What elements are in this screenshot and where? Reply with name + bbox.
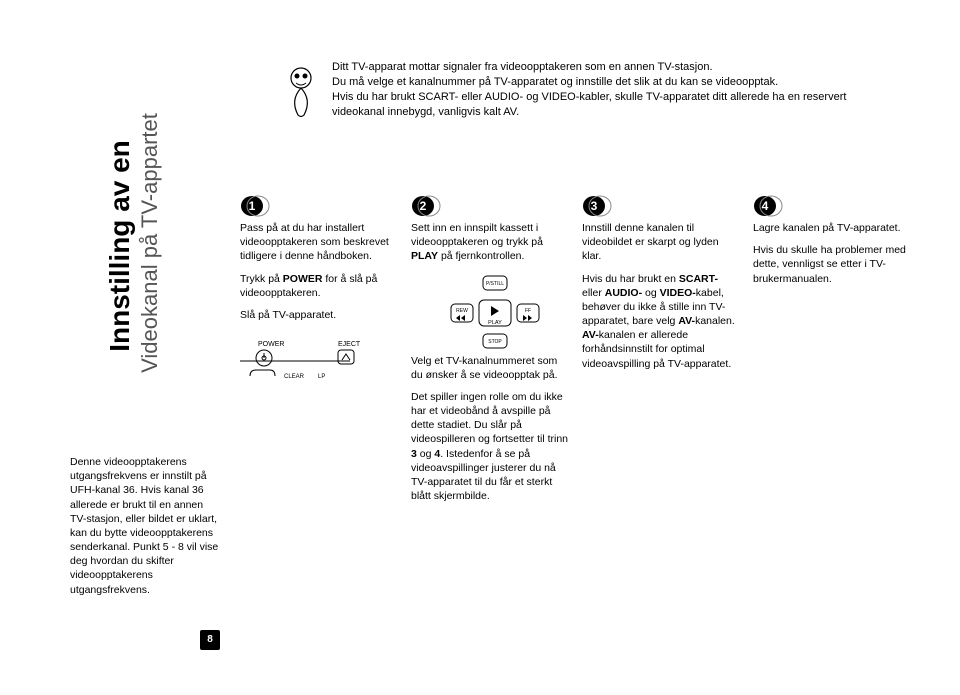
step1-para1: Pass på at du har installert videoopptak… xyxy=(240,221,397,264)
intro-text: Ditt TV-apparat mottar signaler fra vide… xyxy=(332,60,900,125)
section-title: Innstilling av en xyxy=(104,66,136,426)
step-badge-1: 1 xyxy=(240,195,264,213)
step1-para3: Slå på TV-apparatet. xyxy=(240,308,397,322)
step1-para2: Trykk på POWER for å slå på videoopptake… xyxy=(240,272,397,300)
manual-page: Innstilling av en Videokanal på TV-appar… xyxy=(70,60,910,650)
step-badge-3: 3 xyxy=(582,195,606,213)
svg-text:POWER: POWER xyxy=(258,341,284,348)
step-badge-2: 2 xyxy=(411,195,435,213)
svg-text:1: 1 xyxy=(249,199,256,213)
step2-para3: Det spiller ingen rolle om du ikke har e… xyxy=(411,390,568,503)
remote-dpad-icon: P/STILL REW PLAY FF STOP xyxy=(445,274,535,344)
step3-para2: Hvis du har brukt en SCART- eller AUDIO-… xyxy=(582,272,739,371)
svg-text:4: 4 xyxy=(762,199,769,213)
step-3: 3 Innstill denne kanalen til videobildet… xyxy=(582,195,739,511)
steps-row: 1 Pass på at du har installert videooppt… xyxy=(240,195,910,511)
svg-text:P/STILL: P/STILL xyxy=(485,281,503,287)
intro-line-1: Ditt TV-apparat mottar signaler fra vide… xyxy=(332,60,900,75)
intro-line-3: Hvis du har brukt SCART- eller AUDIO- og… xyxy=(332,90,900,120)
left-description: Denne videoopptakerens utgangsfrekvens e… xyxy=(70,455,220,597)
intro-line-2: Du må velge et kanalnummer på TV-apparat… xyxy=(332,75,900,90)
svg-text:EJECT: EJECT xyxy=(338,341,361,348)
step-badge-4: 4 xyxy=(753,195,777,213)
step4-para2: Hvis du skulle ha problemer med dette, v… xyxy=(753,243,910,286)
svg-text:2: 2 xyxy=(420,199,427,213)
mascot-icon xyxy=(280,60,322,125)
step2-para1: Sett inn en innspilt kassett i videooppt… xyxy=(411,221,568,264)
page-number: 8 xyxy=(200,630,220,650)
svg-text:CLEAR: CLEAR xyxy=(284,374,305,380)
svg-text:REW: REW xyxy=(456,308,468,314)
step3-para1: Innstill denne kanalen til videobildet e… xyxy=(582,221,739,264)
intro-block: Ditt TV-apparat mottar signaler fra vide… xyxy=(280,60,900,125)
step4-para1: Lagre kanalen på TV-apparatet. xyxy=(753,221,910,235)
svg-text:PLAY: PLAY xyxy=(488,320,502,326)
step2-para2: Velg et TV-kanalnummeret som du ønsker å… xyxy=(411,354,568,382)
power-panel-icon: POWER EJECT CLEAR LP xyxy=(240,336,360,386)
section-subtitle: Videokanal på TV-appartet xyxy=(137,63,163,423)
svg-text:3: 3 xyxy=(591,199,598,213)
step-2: 2 Sett inn en innspilt kassett i videoop… xyxy=(411,195,568,511)
svg-text:STOP: STOP xyxy=(488,339,502,345)
vertical-heading-block: Innstilling av en Videokanal på TV-appar… xyxy=(70,60,160,440)
step-4: 4 Lagre kanalen på TV-apparatet. Hvis du… xyxy=(753,195,910,511)
step-1: 1 Pass på at du har installert videooppt… xyxy=(240,195,397,511)
svg-text:LP: LP xyxy=(318,374,325,380)
svg-text:FF: FF xyxy=(524,308,530,314)
